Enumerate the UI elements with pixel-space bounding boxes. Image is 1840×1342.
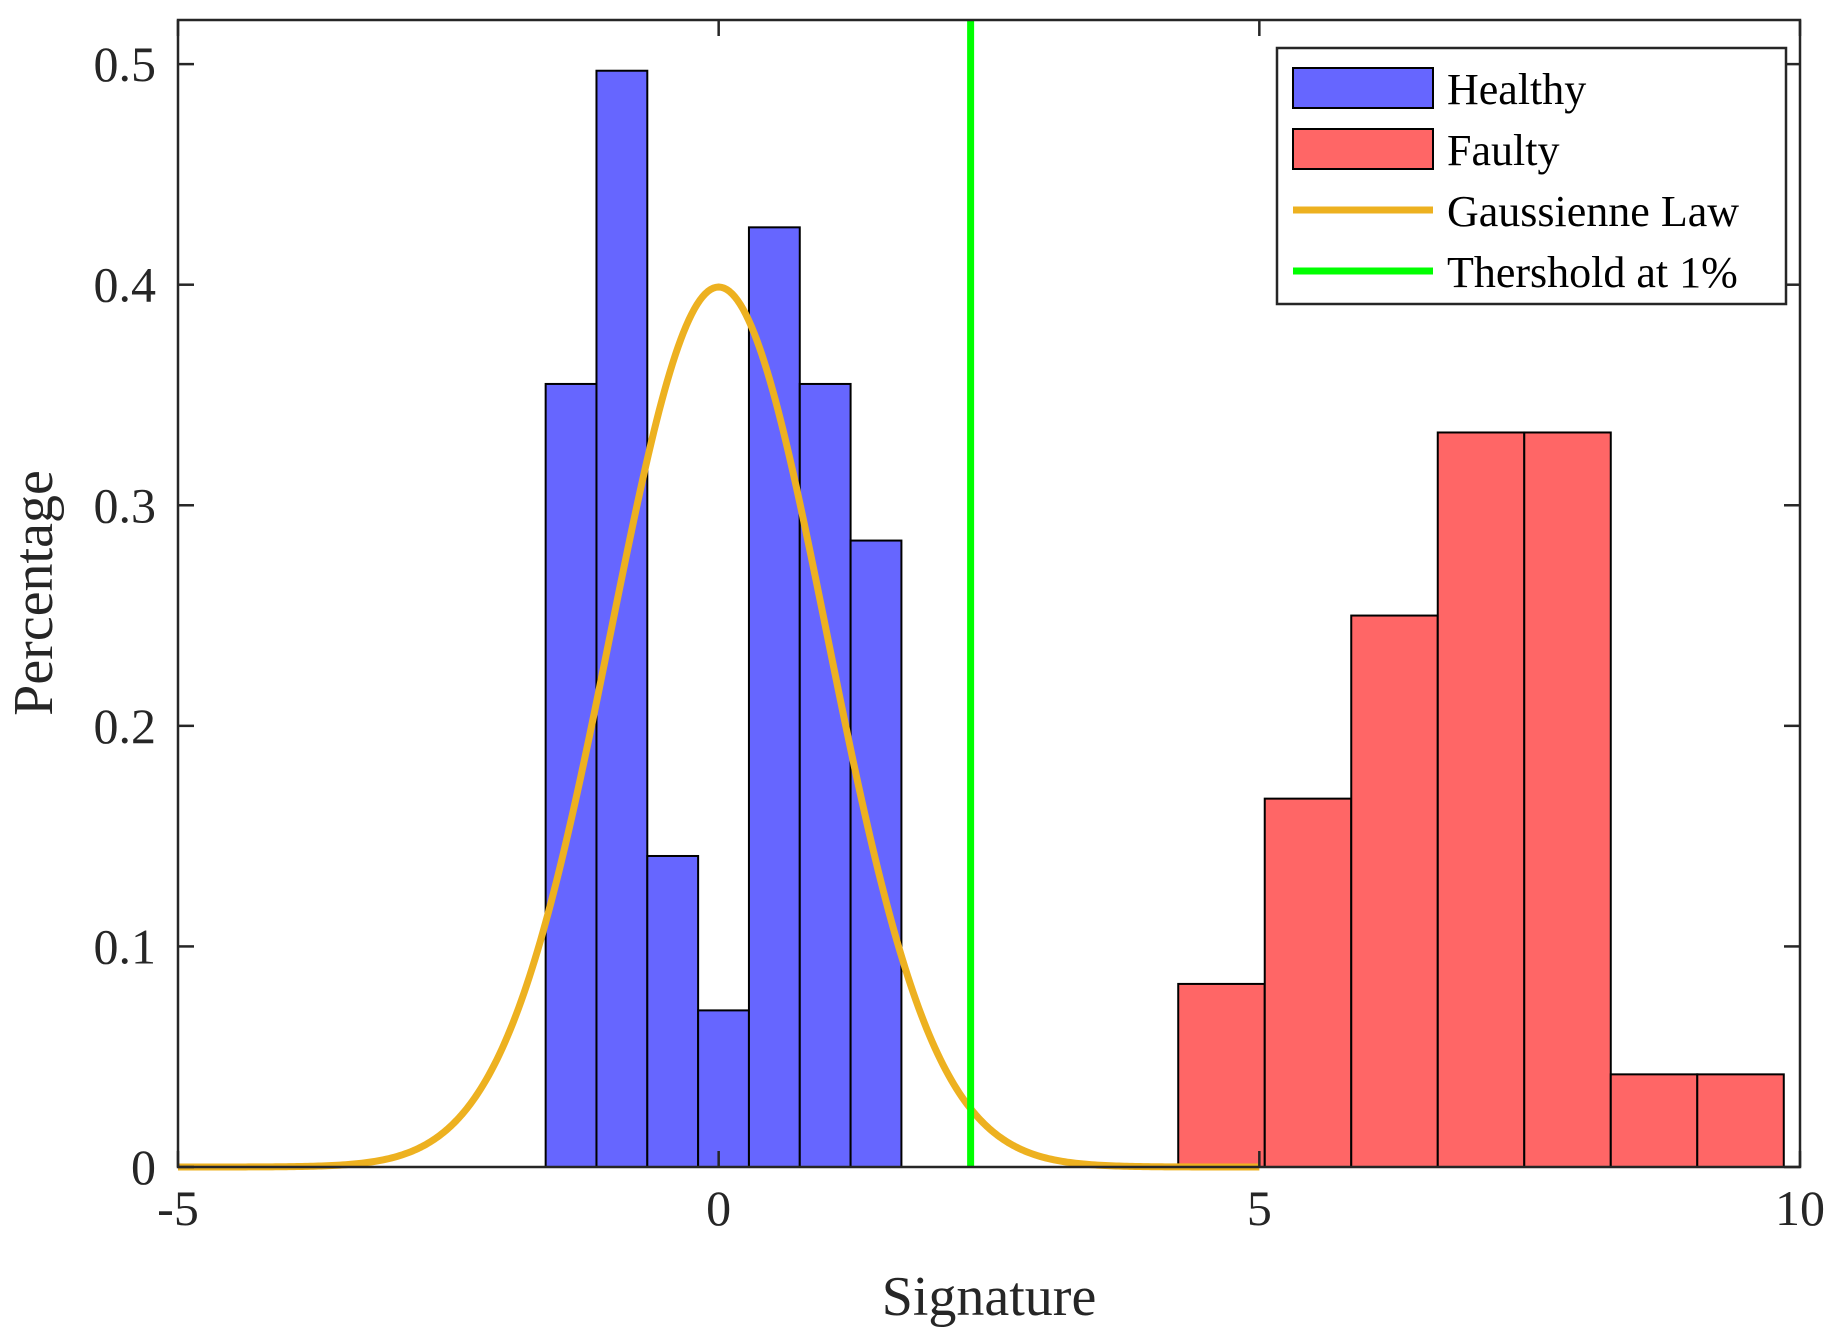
x-tick-label: -5 [157, 1180, 199, 1236]
bar-faulty-5 [1523, 431, 1612, 1169]
bar-healthy-1 [544, 382, 598, 1169]
x-tick-label: 10 [1775, 1180, 1825, 1236]
legend-label-faulty: Faulty [1447, 126, 1559, 175]
bar-faulty-1 [1177, 982, 1266, 1168]
bar-healthy-5 [747, 226, 801, 1169]
x-tick-label: 0 [706, 1180, 731, 1236]
x-tick-label: 5 [1247, 1180, 1272, 1236]
y-tick-label: 0.2 [94, 698, 157, 754]
legend-swatch-faulty [1292, 128, 1434, 170]
bar-healthy-3 [646, 854, 700, 1168]
y-tick-label: 0.5 [94, 36, 157, 92]
axes-frame [176, 18, 1802, 1169]
bar-faulty-7 [1696, 1073, 1785, 1168]
bar-faulty-3 [1350, 614, 1439, 1168]
y-tick-label: 0.4 [94, 257, 157, 313]
y-tick-label: 0.1 [94, 918, 157, 974]
legend-label-threshold: Thershold at 1% [1447, 248, 1738, 297]
bar-faulty-4 [1436, 431, 1526, 1169]
bar-healthy-6 [798, 382, 852, 1169]
legend-label-gaussian: Gaussienne Law [1447, 187, 1739, 236]
bar-faulty-6 [1609, 1073, 1699, 1168]
bar-healthy-4 [697, 1009, 750, 1168]
line-gaussienne-law [177, 283, 1261, 1171]
y-tick-label: 0 [131, 1139, 156, 1195]
y-axis-label: Percentage [3, 470, 65, 716]
bar-healthy-2 [595, 69, 649, 1169]
x-axis-label: Signature [882, 1266, 1097, 1328]
lines-layer [177, 20, 1261, 1171]
y-tick-label: 0.3 [94, 477, 157, 533]
legend-swatch-healthy [1292, 67, 1434, 109]
bar-faulty-2 [1263, 797, 1353, 1168]
legend: Healthy Faulty Gaussienne Law Thershold … [1275, 46, 1788, 306]
legend-label-healthy: Healthy [1447, 65, 1586, 114]
